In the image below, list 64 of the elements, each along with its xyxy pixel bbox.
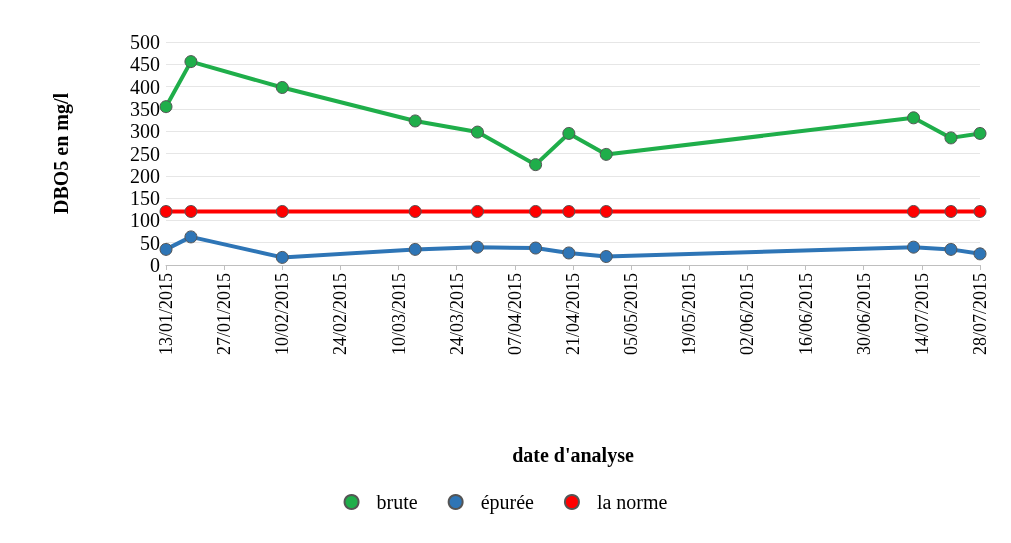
point — [470, 240, 484, 254]
x-tick-label: 19/05/2015 — [679, 273, 700, 356]
point — [944, 131, 958, 145]
x-tick-label: 14/07/2015 — [911, 273, 932, 356]
point — [408, 204, 422, 218]
point — [562, 126, 576, 140]
point — [159, 242, 173, 256]
x-tick-label: 10/03/2015 — [388, 273, 409, 356]
y-tick-label: 150 — [130, 187, 160, 210]
point — [562, 204, 576, 218]
point — [529, 204, 543, 218]
y-tick-label: 50 — [140, 231, 160, 254]
point — [944, 242, 958, 256]
point — [470, 125, 484, 139]
y-tick-label: 400 — [130, 75, 160, 98]
point — [973, 204, 987, 218]
x-tick-label: 24/02/2015 — [330, 273, 351, 356]
point — [599, 204, 613, 218]
point — [275, 250, 289, 264]
point — [973, 247, 987, 261]
x-tick-label: 13/01/2015 — [156, 273, 176, 356]
point — [470, 204, 484, 218]
x-tick-label: 27/01/2015 — [214, 273, 235, 356]
y-axis-title: DBO5 en mg/l — [50, 92, 73, 215]
x-tick-label: 07/04/2015 — [504, 273, 525, 356]
point — [907, 204, 921, 218]
y-tick-label: 100 — [130, 209, 160, 232]
x-tick-label: 02/06/2015 — [737, 273, 758, 356]
point — [408, 242, 422, 256]
y-tick-label: 300 — [130, 120, 160, 143]
point — [529, 158, 543, 172]
x-tick-label: 21/04/2015 — [563, 273, 583, 356]
point — [159, 204, 173, 218]
y-tick-label: 250 — [130, 142, 160, 165]
point — [562, 246, 576, 260]
point — [184, 230, 198, 244]
y-tick-label: 450 — [130, 53, 160, 76]
x-tick-label: 28/07/2015 — [970, 273, 990, 356]
point — [599, 147, 613, 161]
legend-label: brute — [376, 491, 418, 513]
x-tick-label: 05/05/2015 — [621, 273, 642, 356]
x-tick-label: 24/03/2015 — [446, 273, 467, 356]
point — [907, 111, 921, 125]
point — [184, 55, 198, 69]
legend-label: la norme — [596, 491, 668, 513]
x-tick-label: 10/02/2015 — [272, 273, 293, 356]
point — [275, 80, 289, 94]
point — [275, 204, 289, 218]
x-tick-label: 16/06/2015 — [795, 273, 816, 356]
x-axis-title: date d'analyse — [512, 444, 634, 467]
point — [973, 126, 987, 140]
x-tick-label: 30/06/2015 — [853, 273, 874, 356]
legend-label: épurée — [480, 491, 535, 514]
y-tick-label: 0 — [150, 254, 160, 276]
y-tick-label: 200 — [130, 164, 160, 187]
point — [184, 204, 198, 218]
point — [944, 204, 958, 218]
point — [907, 240, 921, 254]
y-tick-label: 350 — [130, 97, 160, 120]
point — [408, 114, 422, 128]
y-tick-label: 500 — [130, 31, 160, 53]
point — [529, 241, 543, 255]
point — [159, 100, 173, 114]
point — [599, 250, 613, 264]
